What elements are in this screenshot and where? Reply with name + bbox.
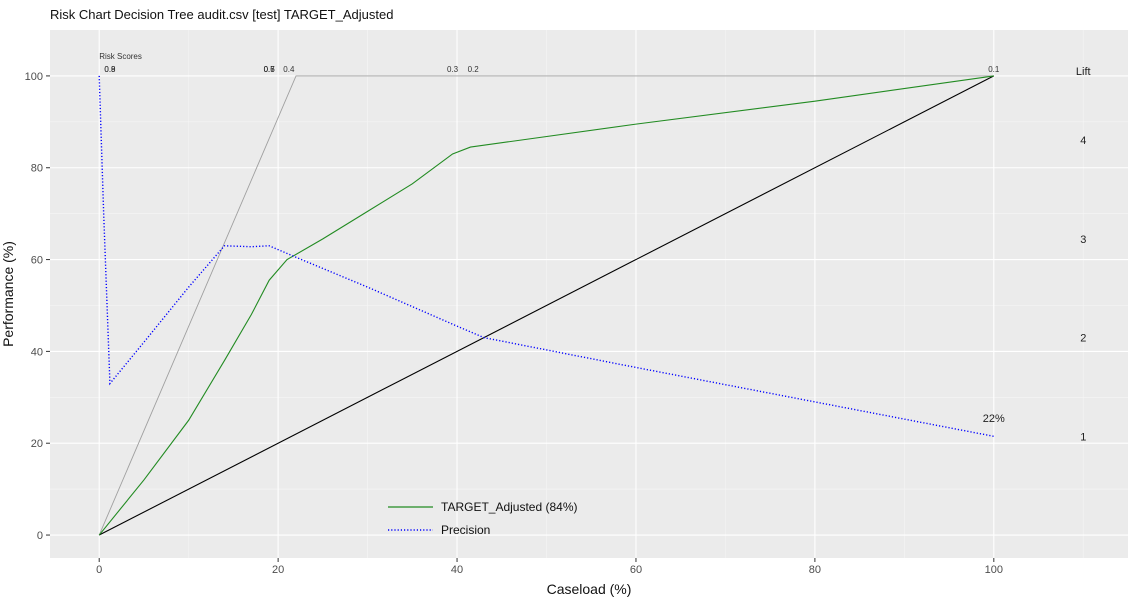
grid <box>50 30 1128 558</box>
x-tick-label: 100 <box>985 564 1003 576</box>
x-tick-label: 60 <box>630 564 642 576</box>
risk-score-label: 0.2 <box>468 65 480 74</box>
y-tick-label: 0 <box>37 530 43 542</box>
risk-score-label: 0.6 <box>264 65 276 74</box>
x-tick-label: 0 <box>96 564 102 576</box>
risk-score-label: 0.5 <box>264 65 276 74</box>
axis-ticks: 0 20 40 60 80 100 0 20 40 60 80 100 <box>25 71 1003 576</box>
series-lines <box>98 75 995 536</box>
baseline-diagonal <box>98 75 995 536</box>
lift-label: Lift <box>1076 66 1091 78</box>
chart-title: Risk Chart Decision Tree audit.csv [test… <box>50 7 393 22</box>
legend-entry-label: Precision <box>441 523 490 537</box>
risk-score-label: 0.1 <box>988 65 1000 74</box>
y-tick-label: 80 <box>31 163 43 175</box>
risk-score-label: 0.3 <box>447 65 459 74</box>
legend: TARGET_Adjusted (84%) Precision <box>388 500 578 537</box>
y-axis-label: Performance (%) <box>0 241 16 347</box>
x-tick-label: 40 <box>451 564 463 576</box>
lift-tick-label: 2 <box>1080 333 1086 345</box>
precision-end-annotation: 22% <box>983 413 1005 425</box>
y-tick-label: 100 <box>25 71 43 83</box>
lift-tick-label: 3 <box>1080 234 1086 246</box>
y-tick-label: 60 <box>31 255 43 267</box>
x-tick-label: 80 <box>809 564 821 576</box>
risk-score-label: 0.8 <box>104 65 116 74</box>
precision-line <box>98 75 994 438</box>
y-tick-label: 40 <box>31 346 43 358</box>
lift-tick-label: 1 <box>1080 431 1086 443</box>
x-tick-label: 20 <box>272 564 284 576</box>
y-tick-label: 20 <box>31 438 43 450</box>
x-axis-label: Caseload (%) <box>547 581 632 597</box>
risk-scores-label: Risk Scores <box>99 52 142 61</box>
target-adjusted-line <box>98 75 994 536</box>
legend-entry-label: TARGET_Adjusted (84%) <box>441 500 578 514</box>
risk-score-label: 0.9 <box>104 65 116 74</box>
risk-score-label: 0.4 <box>283 65 295 74</box>
annotations: Risk Scores 0.90.8 0.70.60.5 0.4 0.3 0.2 0.1 Li… <box>99 52 1090 443</box>
lift-tick-label: 4 <box>1080 135 1086 147</box>
optimal-line <box>98 75 994 536</box>
risk-score-label: 0.7 <box>264 65 276 74</box>
plot-panel <box>50 30 1128 558</box>
